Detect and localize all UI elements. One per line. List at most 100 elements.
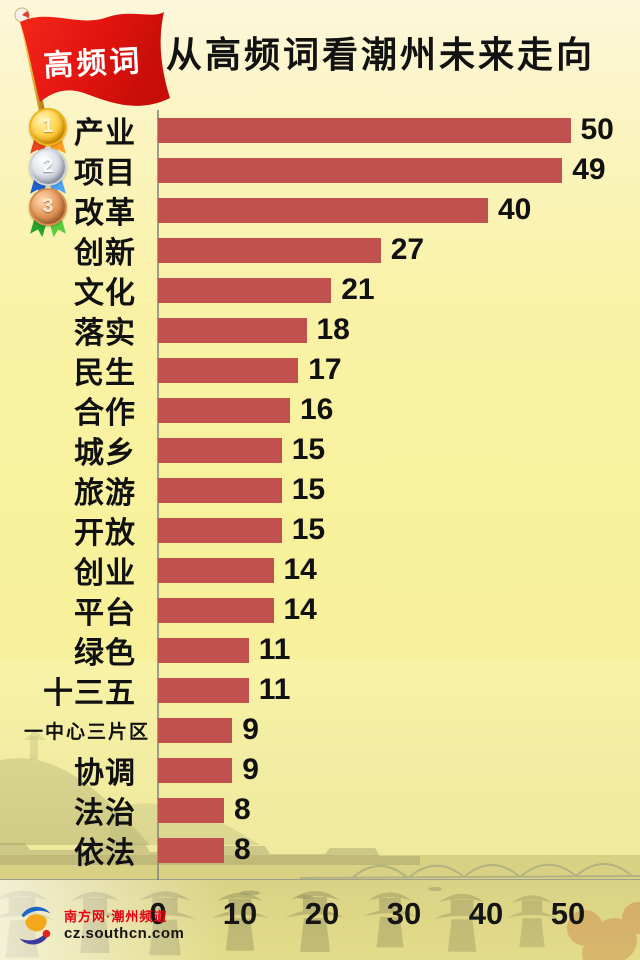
value-label: 15 bbox=[291, 513, 326, 546]
bar-row: 落实 18 bbox=[0, 310, 640, 350]
category-label: 协调 bbox=[74, 757, 136, 790]
category-label: 依法 bbox=[74, 837, 136, 870]
category-label: 民生 bbox=[74, 357, 136, 390]
bar-row: 城乡 15 bbox=[0, 430, 640, 470]
flag-banner: 高频词 bbox=[6, 4, 186, 164]
bar-row: 依法 8 bbox=[0, 830, 640, 870]
category-label: 文化 bbox=[74, 277, 136, 310]
bar bbox=[158, 317, 307, 343]
value-label: 27 bbox=[390, 233, 425, 266]
bar-row: 创新 27 bbox=[0, 230, 640, 270]
value-label: 17 bbox=[308, 353, 342, 386]
category-label: 一中心三片区 bbox=[23, 721, 150, 743]
x-axis-ticks: 0 10 20 30 40 50 bbox=[149, 896, 638, 938]
value-label: 9 bbox=[242, 753, 259, 786]
bar-row: 项目 49 bbox=[0, 150, 640, 190]
bar-row: 绿色 11 bbox=[0, 630, 640, 670]
footer-highlight bbox=[0, 880, 280, 960]
bar bbox=[158, 397, 290, 423]
footer-url: cz.southcn.com bbox=[64, 924, 185, 942]
value-label: 40 bbox=[498, 193, 532, 226]
bar-row: 旅游 15 bbox=[0, 470, 640, 510]
footer-text: 南方网·潮州频道 cz.southcn.com bbox=[64, 909, 184, 944]
bar bbox=[158, 157, 563, 183]
value-label: 18 bbox=[316, 313, 350, 346]
bar-row: 一中心三片区 9 bbox=[0, 710, 640, 750]
bar-row: 协调 9 bbox=[0, 750, 640, 790]
bar bbox=[158, 797, 224, 823]
value-label: 14 bbox=[283, 553, 317, 586]
category-label: 创业 bbox=[74, 557, 136, 590]
bar-row: 十三五 11 bbox=[0, 670, 640, 710]
page-title: 从高频词看潮州未来走向 bbox=[166, 34, 596, 75]
southcn-logo-icon bbox=[19, 906, 51, 945]
x-tick-label: 20 bbox=[304, 896, 340, 931]
background-photo bbox=[0, 660, 640, 960]
value-label: 9 bbox=[242, 713, 259, 746]
bar-row: 开放 15 bbox=[0, 510, 640, 550]
gold-medal-icon: 1 bbox=[24, 108, 76, 158]
bar-row: 创业 14 bbox=[0, 550, 640, 590]
flag-label: 高频词 bbox=[43, 45, 144, 83]
bar bbox=[158, 357, 299, 383]
bar bbox=[158, 837, 224, 863]
category-label: 旅游 bbox=[74, 477, 136, 510]
bar bbox=[158, 557, 274, 583]
category-label: 十三五 bbox=[43, 677, 136, 710]
bar-rows: 产业 50 项目 49 改革 40 创新 27 文化 21 落实 18 民生 1… bbox=[0, 110, 640, 870]
bar bbox=[158, 237, 381, 263]
value-label: 49 bbox=[572, 153, 606, 186]
bar-row: 法治 8 bbox=[0, 790, 640, 830]
category-label: 创新 bbox=[74, 237, 136, 270]
value-label: 14 bbox=[283, 593, 317, 626]
medal-rank: 1 bbox=[29, 108, 67, 146]
category-label: 项目 bbox=[74, 157, 136, 190]
value-label: 16 bbox=[300, 393, 334, 426]
bar bbox=[158, 277, 332, 303]
footer-brand-name: 南方网·潮州频道 bbox=[64, 908, 168, 924]
x-tick-label: 40 bbox=[468, 896, 504, 931]
category-label: 落实 bbox=[74, 317, 136, 350]
x-axis-line bbox=[0, 879, 640, 880]
x-tick-label: 30 bbox=[386, 896, 422, 931]
bar bbox=[158, 597, 274, 623]
bar-row: 合作 16 bbox=[0, 390, 640, 430]
category-label: 改革 bbox=[74, 197, 136, 230]
category-label: 平台 bbox=[74, 597, 136, 630]
category-label: 法治 bbox=[74, 797, 136, 830]
value-label: 11 bbox=[258, 633, 291, 666]
bar bbox=[158, 637, 249, 663]
bar bbox=[158, 437, 282, 463]
bar-row: 改革 40 bbox=[0, 190, 640, 230]
bridge-photo-illustration bbox=[0, 660, 640, 960]
footer-brand: 南方网·潮州频道 cz.southcn.com bbox=[12, 902, 184, 950]
bar bbox=[158, 717, 233, 743]
bar bbox=[158, 477, 282, 503]
bronze-medal-icon: 3 bbox=[24, 188, 76, 238]
bar bbox=[158, 117, 571, 143]
bar bbox=[158, 517, 282, 543]
value-label: 21 bbox=[341, 273, 375, 306]
value-label: 11 bbox=[258, 673, 291, 706]
value-label: 15 bbox=[291, 433, 326, 466]
x-tick-label: 10 bbox=[222, 896, 258, 931]
bar-row: 民生 17 bbox=[0, 350, 640, 390]
flag-cloth bbox=[20, 12, 170, 106]
bar bbox=[158, 757, 233, 783]
silver-medal-icon: 2 bbox=[24, 148, 76, 198]
value-label: 8 bbox=[234, 793, 251, 826]
value-label: 15 bbox=[291, 473, 326, 506]
value-label: 50 bbox=[580, 113, 614, 146]
value-label: 8 bbox=[234, 833, 251, 866]
category-label: 合作 bbox=[74, 397, 136, 430]
bar-row: 产业 50 bbox=[0, 110, 640, 150]
bar-row: 文化 21 bbox=[0, 270, 640, 310]
bar bbox=[158, 677, 249, 703]
bar-row: 平台 14 bbox=[0, 590, 640, 630]
medal-rank: 2 bbox=[29, 148, 67, 186]
category-label: 产业 bbox=[74, 117, 136, 150]
category-label: 绿色 bbox=[74, 637, 136, 670]
medal-rank: 3 bbox=[29, 188, 67, 226]
bar bbox=[158, 197, 488, 223]
